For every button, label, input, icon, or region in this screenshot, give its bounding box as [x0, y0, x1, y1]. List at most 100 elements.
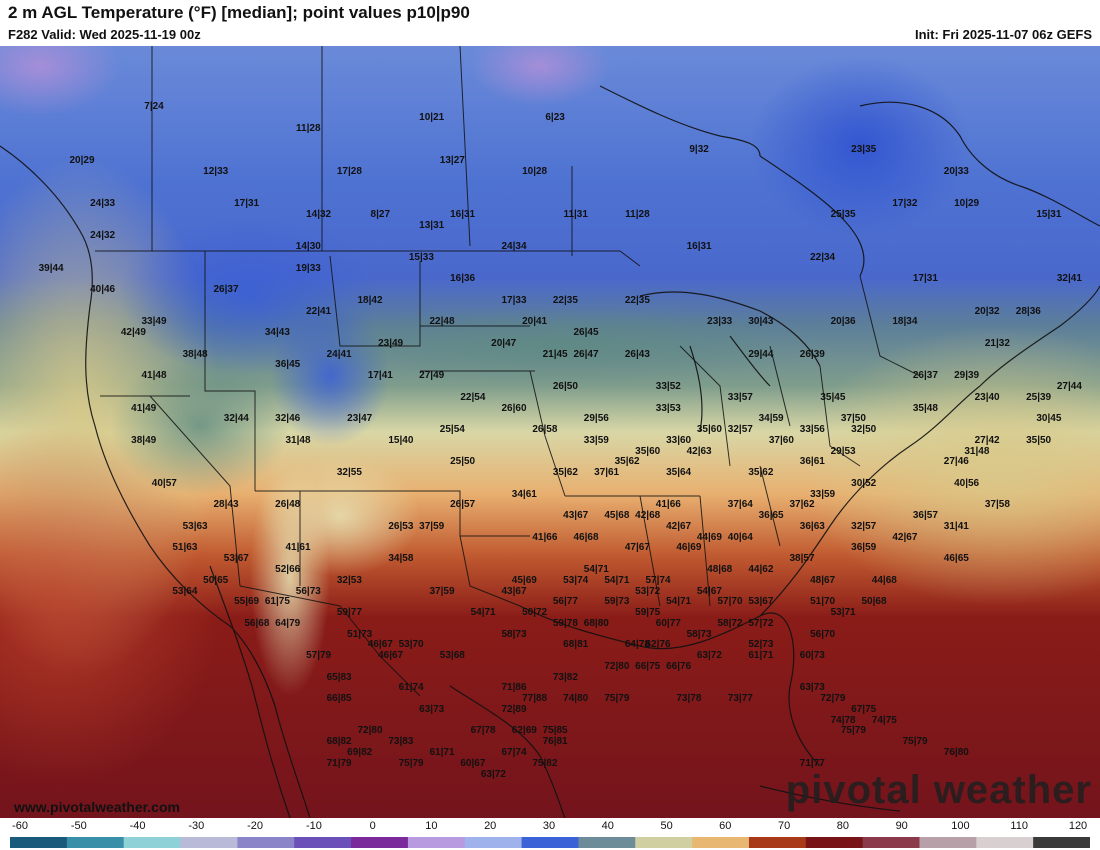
point-value: 10|29 [954, 197, 980, 209]
point-value: 72|89 [501, 703, 527, 715]
point-value: 71|86 [501, 682, 527, 694]
point-value: 24|34 [501, 241, 527, 252]
legend-swatch [66, 837, 125, 848]
point-value: 59|77 [336, 607, 362, 618]
point-value: 23|35 [851, 144, 877, 156]
point-value: 16|31 [450, 208, 476, 220]
point-value: 34|43 [264, 327, 290, 339]
point-value: 51|70 [810, 596, 836, 608]
point-value: 26|58 [532, 424, 558, 435]
point-value: 13|27 [439, 154, 465, 166]
point-value: 58|72 [717, 617, 743, 629]
point-value: 61|71 [748, 650, 774, 662]
point-value: 46|68 [573, 531, 599, 543]
point-value: 56|77 [552, 596, 578, 608]
point-value: 55|69 [234, 596, 260, 608]
point-value: 32|46 [275, 413, 301, 425]
point-value: 26|39 [799, 348, 825, 360]
point-value: 54|71 [470, 607, 496, 618]
legend-swatch [805, 837, 864, 848]
point-value: 26|47 [573, 348, 599, 360]
point-value: 9|32 [689, 144, 709, 156]
legend-tick-label: 0 [369, 820, 376, 832]
point-value: 15|33 [408, 251, 434, 263]
point-value: 35|60 [635, 445, 661, 457]
point-value: 42|49 [120, 327, 146, 339]
website-label[interactable]: www.pivotalweather.com [14, 799, 180, 815]
point-value: 76|80 [943, 746, 969, 758]
point-value: 29|56 [583, 413, 609, 425]
point-value: 59|78 [552, 617, 578, 629]
point-value: 73|77 [727, 693, 753, 705]
point-value: 16|36 [450, 273, 476, 285]
point-value: 53|72 [635, 585, 661, 597]
point-value: 37|61 [594, 467, 620, 479]
point-value: 26|53 [388, 520, 414, 532]
point-value: 26|48 [275, 499, 301, 511]
point-value: 20|41 [522, 316, 548, 328]
point-value: 17|41 [367, 370, 393, 382]
point-value: 35|64 [666, 467, 692, 479]
point-value: 29|44 [748, 348, 774, 360]
point-value: 54|71 [583, 563, 609, 575]
legend-swatch [1033, 837, 1090, 848]
point-value: 22|34 [810, 251, 836, 263]
point-value: 74|75 [871, 714, 897, 726]
point-value: 61|71 [429, 746, 455, 758]
point-value: 41|61 [285, 542, 311, 554]
legend-tick-label: 120 [1068, 820, 1088, 832]
point-value: 32|57 [727, 424, 753, 435]
map-title: 2 m AGL Temperature (°F) [median]; point… [8, 3, 470, 22]
point-value: 28|36 [1015, 305, 1041, 317]
point-value: 33|59 [583, 434, 609, 446]
legend-tick-label: 30 [542, 820, 556, 832]
point-value: 25|54 [439, 424, 465, 435]
point-value: 51|63 [172, 542, 198, 554]
point-value: 63|72 [696, 650, 722, 662]
point-value: 54|71 [604, 574, 630, 586]
legend-tick-label: 50 [660, 820, 673, 832]
point-value: 67|78 [470, 725, 496, 737]
point-value: 35|62 [614, 456, 640, 468]
point-value: 14|30 [295, 241, 321, 252]
point-value: 46|67 [378, 650, 404, 662]
point-value: 27|42 [974, 434, 1000, 446]
point-value: 24|33 [90, 197, 116, 209]
point-value: 41|66 [655, 499, 681, 511]
point-value: 67|74 [501, 746, 527, 758]
legend-tick-label: 40 [601, 820, 614, 832]
legend-swatch [692, 837, 750, 848]
point-value: 25|39 [1026, 391, 1052, 403]
legend-tick-label: -10 [305, 820, 322, 832]
legend-swatch [464, 837, 523, 848]
point-value: 76|81 [542, 736, 568, 748]
point-value: 61|74 [398, 682, 424, 694]
point-value: 11|28 [296, 122, 321, 134]
point-value: 17|32 [892, 197, 918, 209]
legend-tick-label: 10 [425, 820, 438, 832]
color-bar [10, 837, 1090, 848]
point-value: 54|67 [696, 585, 722, 597]
point-value: 54|71 [666, 596, 692, 608]
point-value: 50|68 [861, 596, 887, 608]
point-value: 17|28 [336, 165, 362, 177]
point-value: 73|82 [552, 671, 578, 683]
point-value: 35|62 [552, 467, 578, 479]
point-value: 62|69 [511, 725, 537, 737]
point-value: 44|68 [871, 574, 897, 586]
point-value: 53|64 [172, 585, 198, 597]
point-value: 75|79 [604, 693, 630, 705]
point-value: 64|78 [624, 639, 650, 651]
point-value: 37|62 [789, 499, 815, 511]
point-value: 45|69 [511, 574, 537, 586]
legend-swatch [294, 837, 352, 848]
point-value: 61|75 [264, 596, 290, 608]
temperature-map[interactable]: 7|24 11|28 10|21 6|23 9|32 23|35 20|33 20|29 12|… [0, 46, 1100, 818]
point-value: 53|67 [223, 553, 249, 565]
point-value: 17|33 [501, 294, 527, 306]
point-value: 68|80 [583, 617, 609, 629]
legend-swatch [123, 837, 182, 848]
point-value: 52|73 [748, 639, 774, 651]
legend-swatch [407, 837, 466, 848]
point-value: 26|37 [213, 284, 239, 296]
